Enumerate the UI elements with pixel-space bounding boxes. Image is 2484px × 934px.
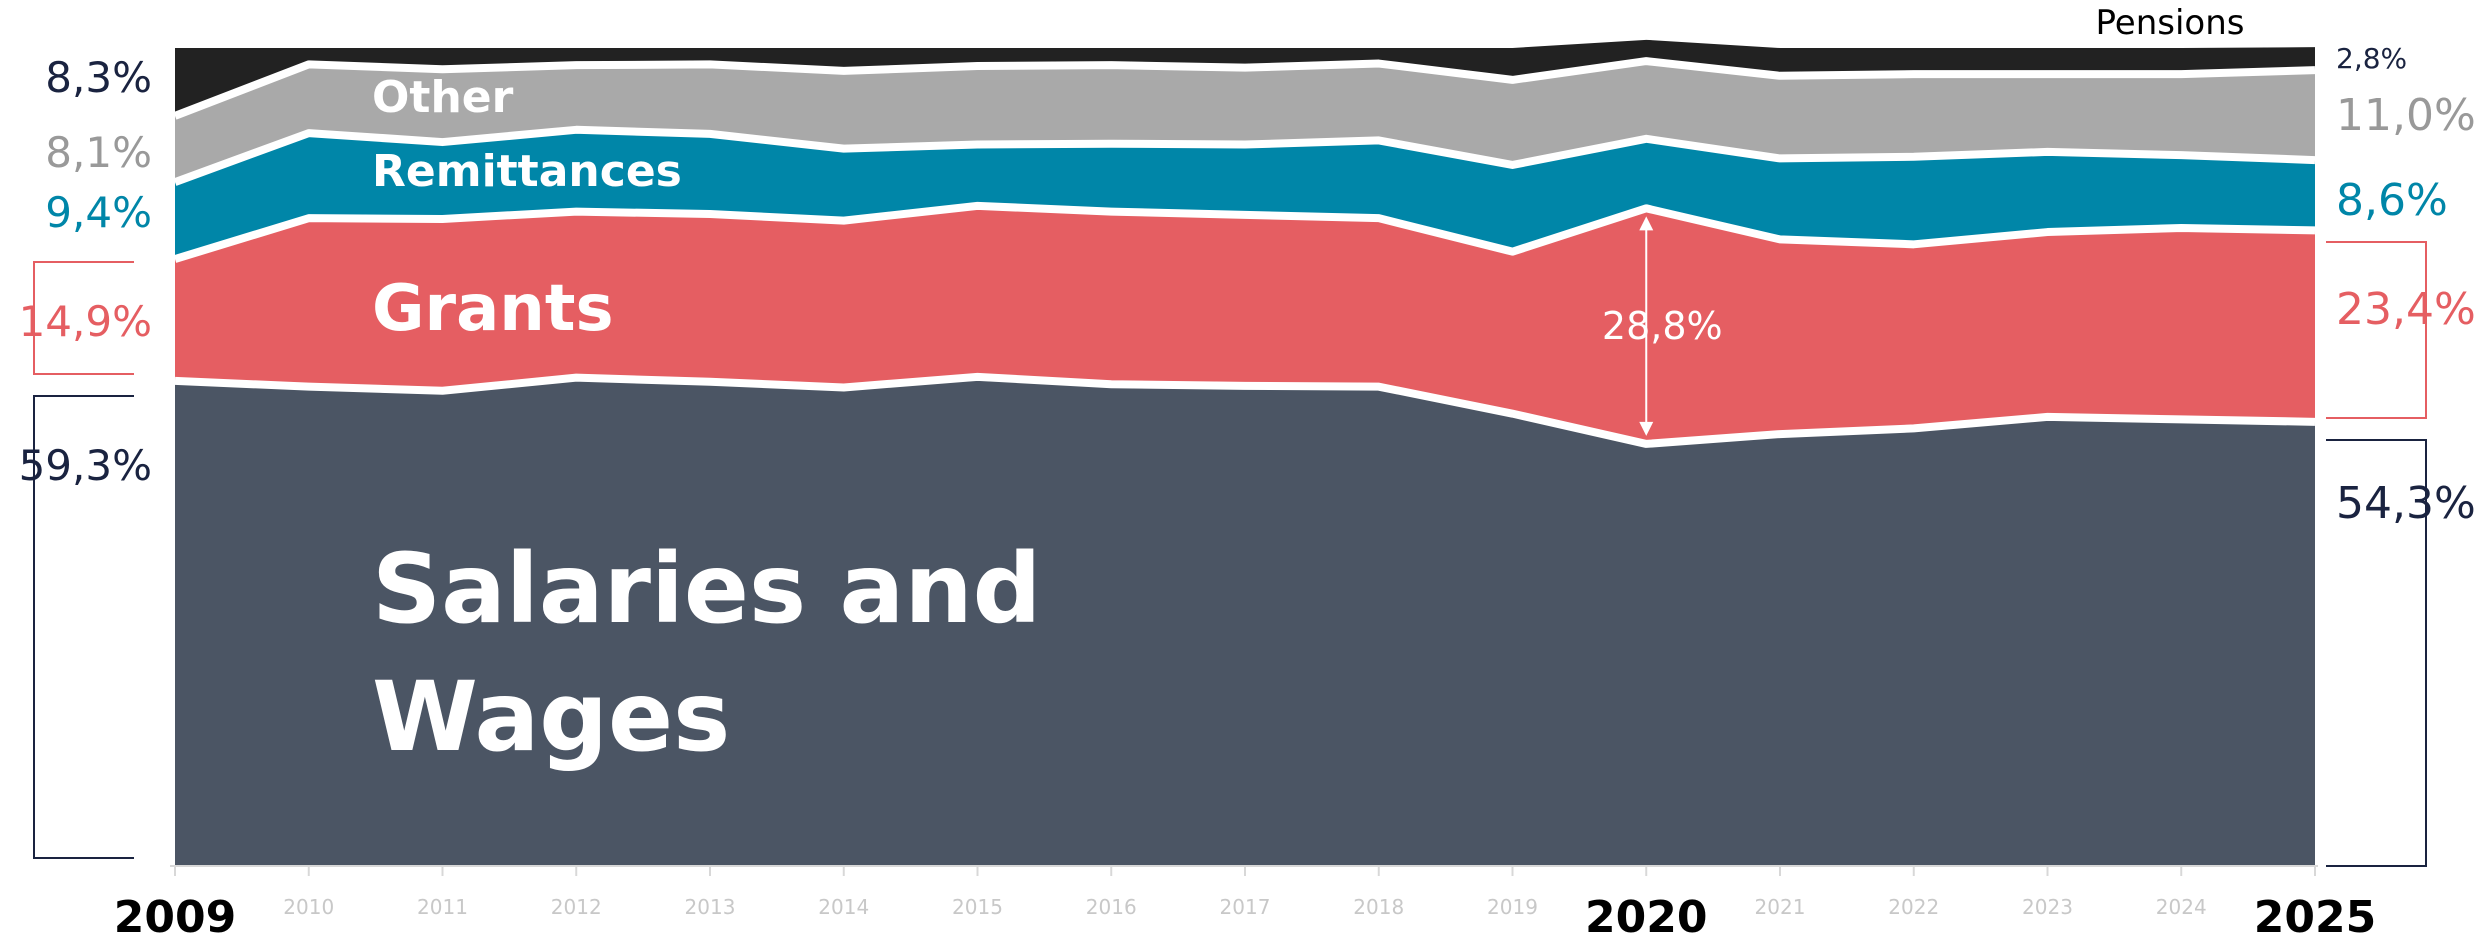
grants-2020-arrow-head-top [1639,216,1654,231]
area-pensions [175,39,2315,116]
left-value-other: 8,1% [45,128,152,177]
bracket-right-grants [2326,241,2427,419]
x-tick-label-2015: 2015 [952,895,1003,919]
x-tick-label-2016: 2016 [1086,895,1137,919]
x-axis: 2009 2010 2011 2012 2013 2014 2015 2016 2017 2018… [114,865,2376,934]
x-tick-label-2021: 2021 [1755,895,1806,919]
area-grants [175,205,2315,444]
x-tick-label-2022: 2022 [1888,895,1939,919]
annotation-layer: 28,8% Other Remittances Grants Salaries … [372,3,2244,773]
right-value-grants: 23,4% [2336,284,2476,335]
value-brackets [33,241,2427,867]
boundary-line-remittances [173,125,2316,186]
x-tick-label-2018: 2018 [1353,895,1404,919]
x-tick-label-2012: 2012 [551,895,602,919]
area-other [175,61,2315,183]
left-value-grants: 14,9% [19,297,152,346]
other-area-label: Other [372,72,514,123]
x-tick-label-2011: 2011 [417,895,468,919]
left-value-salaries-and-wages: 59,3% [19,441,152,490]
area-layer [175,39,2315,866]
band-boundary-lines [173,57,2316,448]
area-salaries-and-wages [175,376,2315,866]
right-value-pensions: 2,8% [2336,42,2407,75]
left-value-pensions: 8,3% [45,53,152,102]
right-value-other: 11,0% [2336,90,2476,141]
x-tick-label-2014: 2014 [818,895,869,919]
bracket-left-salaries [33,395,134,859]
x-tick-label-2025: 2025 [2254,892,2376,934]
bracket-right-salaries [2326,439,2427,867]
x-tick-label-2023: 2023 [2022,895,2073,919]
edge-value-labels: 8,3% 8,1% 9,4% 14,9% 59,3% 2,8% 11,0% 8,6% 23,4%… [19,42,2476,529]
remittances-area-label: Remittances [372,146,682,197]
x-tick-label-2019: 2019 [1487,895,1538,919]
salaries-area-label-line1: Salaries and [372,533,1041,645]
boundary-line-salaries-and-wages [174,372,2316,448]
x-tick-label-2024: 2024 [2156,895,2207,919]
x-tick-label-2009: 2009 [114,892,236,934]
bracket-left-grants [33,261,134,375]
x-tick-label-2017: 2017 [1220,895,1271,919]
boundary-line-grants [173,201,2316,263]
x-tick-label-2010: 2010 [283,895,334,919]
right-value-remittances: 8,6% [2336,175,2448,226]
grants-area-label: Grants [372,272,614,346]
right-value-salaries-and-wages: 54,3% [2336,478,2476,529]
boundary-line-other [173,57,2316,120]
grants-2020-value-label: 28,8% [1602,304,1723,348]
pensions-series-label: Pensions [2096,3,2245,43]
x-tick-label-2013: 2013 [685,895,736,919]
left-value-remittances: 9,4% [45,188,152,237]
grants-2020-arrow-head-bottom [1639,421,1654,436]
x-tick-label-2020: 2020 [1585,892,1707,934]
salaries-area-label-line2: Wages [372,661,730,773]
